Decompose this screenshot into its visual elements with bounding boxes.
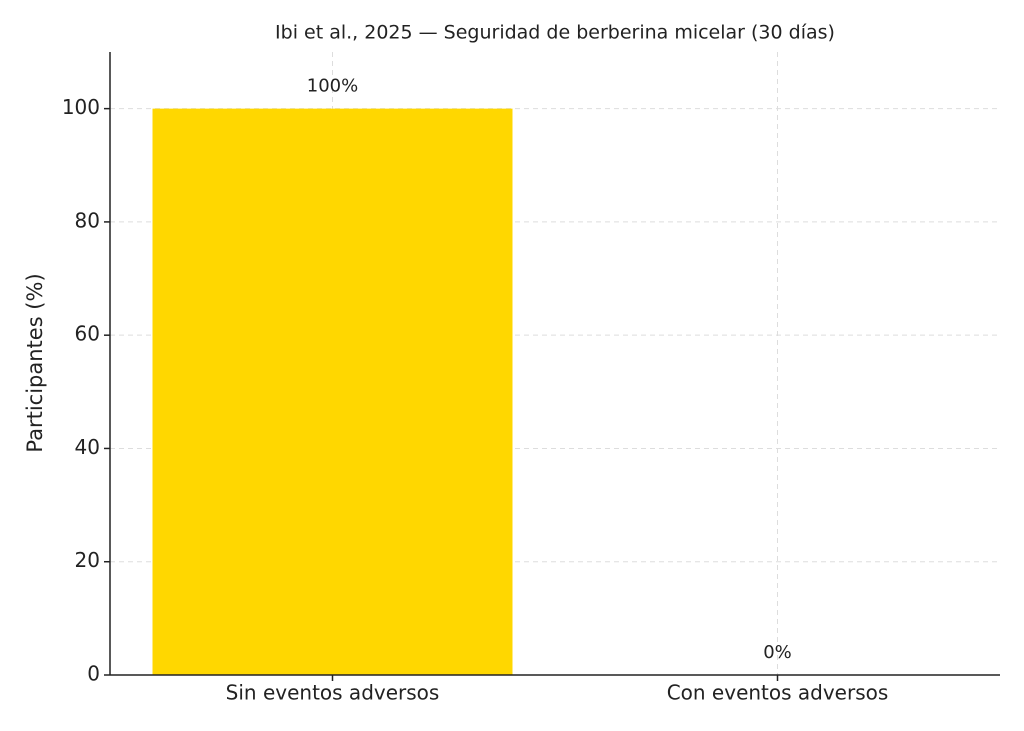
y-tick-label: 80 (75, 208, 100, 232)
y-tick-label: 100 (62, 95, 100, 119)
y-tick-label: 0 (87, 662, 100, 686)
value-label: 100% (307, 76, 358, 97)
bar (152, 108, 513, 676)
x-tick-label: Sin eventos adversos (226, 681, 440, 705)
y-tick-label: 60 (75, 322, 100, 346)
y-axis-label: Participantes (%) (23, 273, 47, 452)
chart-title: Ibi et al., 2025 — Seguridad de berberin… (275, 22, 835, 44)
y-tick-label: 20 (75, 548, 100, 572)
y-tick-label: 40 (75, 435, 100, 459)
value-label: 0% (763, 642, 792, 663)
x-tick-label: Con eventos adversos (667, 681, 889, 705)
